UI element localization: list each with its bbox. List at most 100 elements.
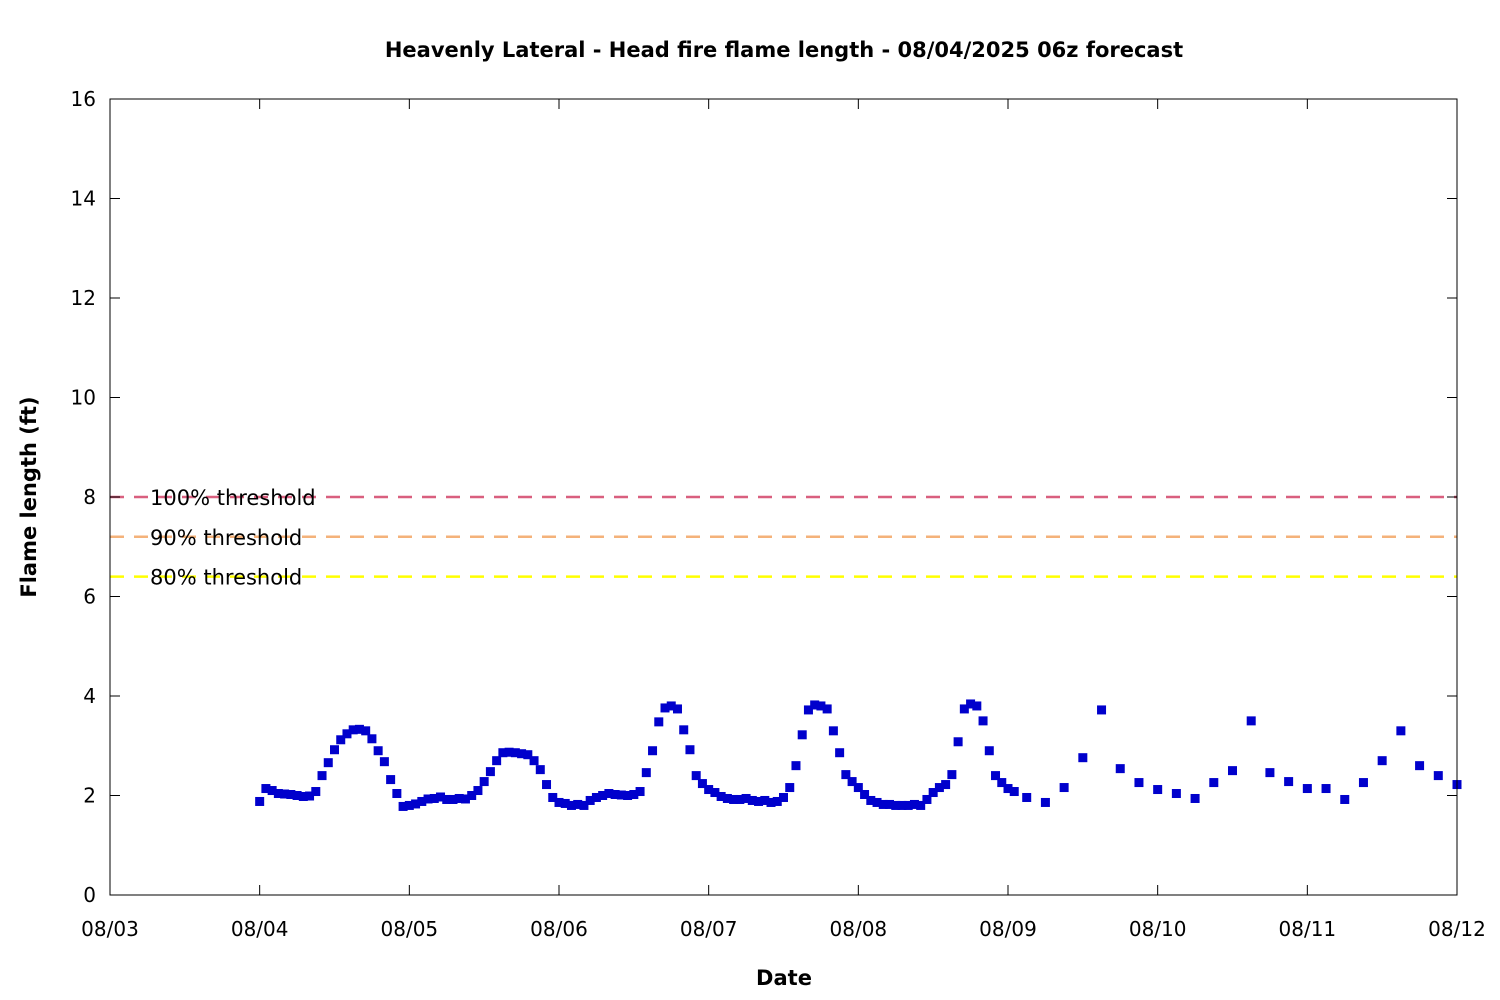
threshold-label: 90% threshold [150,526,302,550]
data-point [1377,756,1387,766]
data-point [803,705,813,715]
y-tick-label: 6 [83,585,96,609]
data-point [997,778,1007,788]
data-point [504,747,514,757]
data-point [1265,768,1275,778]
data-point [1396,726,1406,736]
data-point [797,730,807,740]
data-point [1358,778,1368,788]
data-point [760,795,770,805]
data-point [280,789,290,799]
data-point [1190,793,1200,803]
data-point [342,729,352,739]
data-point [379,757,389,767]
data-point [367,734,377,744]
data-point [1433,771,1443,781]
data-point [554,797,564,807]
x-tick-label: 08/07 [680,917,738,941]
data-point [1246,716,1256,726]
x-tick-label: 08/05 [381,917,439,941]
data-point [417,796,427,806]
data-point [317,771,327,781]
data-point [305,791,315,801]
data-point [336,735,346,745]
data-point [348,725,358,735]
y-tick-label: 12 [71,286,96,310]
data-point [1009,787,1019,797]
data-point [779,792,788,802]
data-point [286,790,296,800]
data-point [591,792,601,802]
data-point [398,801,408,811]
data-point [492,756,502,766]
y-tick-label: 4 [83,684,96,708]
data-point [392,789,402,799]
data-point [872,797,882,807]
data-point [566,800,576,810]
data-point [1415,761,1425,771]
data-point [679,725,689,735]
data-point [922,794,932,804]
data-point [785,783,795,793]
data-point [330,745,339,755]
data-point [672,704,682,714]
x-axis-label: Date [756,966,812,990]
data-point [411,799,421,809]
data-point [685,745,695,755]
data-point [835,748,845,758]
data-point [1134,778,1144,788]
data-point [473,786,483,796]
data-point [598,791,608,800]
data-point [1302,784,1312,794]
data-point [454,793,464,803]
data-point [542,780,552,790]
data-point [573,799,583,809]
data-point [847,777,857,787]
data-point [616,790,626,800]
data-point [423,794,433,804]
data-point [1209,778,1219,788]
data-point [436,792,446,802]
data-point [529,756,539,766]
data-point [722,793,732,803]
data-point [535,765,545,775]
data-point [772,796,782,806]
plot-frame [109,98,1458,896]
data-points [255,699,1462,811]
data-point [442,794,452,804]
data-point [610,790,620,800]
data-point [897,800,907,810]
data-point [548,792,558,802]
data-point [941,780,951,790]
y-axis-ticks: 0 2 4 6 8 10 12 14 16 [71,87,1457,907]
data-point [710,788,720,798]
data-point [841,770,851,780]
data-point [729,794,739,804]
data-point [1340,794,1350,804]
x-tick-label: 08/06 [530,917,588,941]
data-point [878,799,888,809]
data-point [716,791,726,801]
data-point [1097,705,1107,715]
data-point [984,746,994,756]
data-point [523,750,533,760]
data-point [891,800,901,810]
data-point [866,795,876,805]
data-point [1022,792,1032,802]
threshold-label: 100% threshold [150,486,316,510]
data-point [928,788,938,798]
data-point [1228,766,1237,776]
data-point [479,777,489,787]
x-tick-label: 08/03 [81,917,139,941]
data-point [311,787,321,797]
data-point [323,758,333,768]
data-point [517,749,527,759]
data-point [991,771,1001,781]
data-point [267,786,277,796]
data-point [1115,764,1125,774]
y-tick-label: 0 [83,883,96,907]
data-point [697,779,707,789]
data-point [604,789,614,799]
data-point [429,793,439,803]
